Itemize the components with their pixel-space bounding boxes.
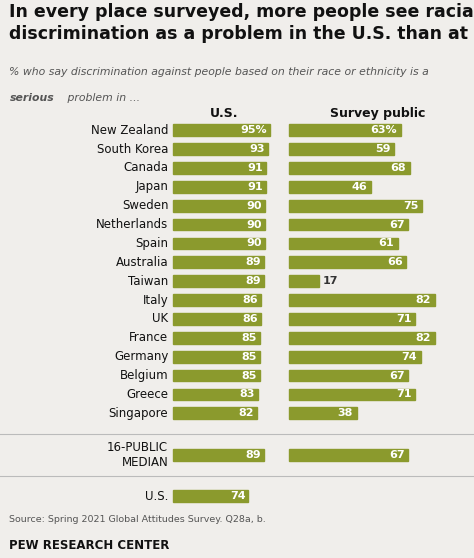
Text: UK: UK — [152, 312, 168, 325]
Text: 67: 67 — [389, 450, 404, 460]
Bar — [289, 124, 401, 136]
Text: Singapore: Singapore — [109, 407, 168, 420]
Bar — [173, 490, 248, 502]
Text: % who say discrimination against people based on their race or ethnicity is a: % who say discrimination against people … — [9, 67, 429, 77]
Text: 82: 82 — [416, 295, 431, 305]
Text: 83: 83 — [239, 389, 255, 400]
Bar — [173, 124, 270, 136]
Text: 85: 85 — [241, 352, 257, 362]
Text: Survey public: Survey public — [330, 107, 426, 120]
Text: 91: 91 — [247, 163, 263, 173]
Bar — [173, 200, 264, 211]
Bar — [289, 275, 319, 287]
Text: U.S.: U.S. — [145, 490, 168, 503]
Text: 86: 86 — [242, 314, 258, 324]
Text: 89: 89 — [245, 276, 261, 286]
Text: Belgium: Belgium — [119, 369, 168, 382]
Bar — [289, 449, 408, 461]
Text: 74: 74 — [401, 352, 417, 362]
Text: Greece: Greece — [126, 388, 168, 401]
Text: Japan: Japan — [136, 180, 168, 193]
Text: 90: 90 — [246, 219, 262, 229]
Bar — [289, 332, 435, 344]
Bar — [173, 162, 266, 174]
Text: 85: 85 — [241, 371, 257, 381]
Text: Germany: Germany — [114, 350, 168, 363]
Text: France: France — [129, 331, 168, 344]
Bar — [289, 200, 422, 211]
Bar — [289, 181, 371, 193]
Text: Italy: Italy — [143, 294, 168, 306]
Text: 95%: 95% — [240, 125, 267, 135]
Text: Sweden: Sweden — [122, 199, 168, 212]
Bar — [173, 257, 264, 268]
Text: 74: 74 — [230, 492, 246, 501]
Text: 16-PUBLIC
MEDIAN: 16-PUBLIC MEDIAN — [107, 441, 168, 469]
Text: 89: 89 — [245, 450, 261, 460]
Bar — [173, 294, 261, 306]
Bar — [289, 294, 435, 306]
Text: U.S.: U.S. — [210, 107, 238, 120]
Text: serious: serious — [9, 93, 54, 103]
Text: 46: 46 — [351, 182, 367, 192]
Text: problem in ...: problem in ... — [64, 93, 140, 103]
Text: 82: 82 — [238, 408, 254, 418]
Bar — [289, 257, 406, 268]
Bar — [289, 313, 415, 325]
Text: 59: 59 — [375, 144, 390, 154]
Text: 90: 90 — [246, 201, 262, 211]
Bar — [173, 449, 264, 461]
Text: 17: 17 — [323, 276, 338, 286]
Text: 67: 67 — [389, 219, 404, 229]
Text: Source: Spring 2021 Global Attitudes Survey. Q28a, b.: Source: Spring 2021 Global Attitudes Sur… — [9, 516, 266, 525]
Bar — [173, 351, 260, 363]
Bar — [173, 143, 268, 155]
Text: Canada: Canada — [123, 161, 168, 175]
Text: New Zealand: New Zealand — [91, 124, 168, 137]
Text: 68: 68 — [391, 163, 406, 173]
Text: 89: 89 — [245, 257, 261, 267]
Bar — [289, 219, 408, 230]
Text: 75: 75 — [403, 201, 419, 211]
Text: 71: 71 — [396, 389, 411, 400]
Text: 38: 38 — [337, 408, 353, 418]
Text: Netherlands: Netherlands — [96, 218, 168, 231]
Bar — [289, 238, 398, 249]
Bar — [173, 181, 266, 193]
Bar — [173, 407, 256, 419]
Bar — [289, 407, 356, 419]
Bar — [173, 332, 260, 344]
Bar — [173, 275, 264, 287]
Text: South Korea: South Korea — [97, 143, 168, 156]
Text: PEW RESEARCH CENTER: PEW RESEARCH CENTER — [9, 539, 170, 552]
Text: 86: 86 — [242, 295, 258, 305]
Bar — [173, 238, 264, 249]
Text: 61: 61 — [378, 238, 394, 248]
Text: 82: 82 — [416, 333, 431, 343]
Bar — [289, 162, 410, 174]
Bar — [173, 313, 261, 325]
Text: In every place surveyed, more people see racial, ethnic
discrimination as a prob: In every place surveyed, more people see… — [9, 3, 474, 43]
Text: Taiwan: Taiwan — [128, 275, 168, 288]
Text: 67: 67 — [389, 371, 404, 381]
Bar — [289, 351, 420, 363]
Text: 66: 66 — [387, 257, 402, 267]
Text: Australia: Australia — [116, 256, 168, 269]
Bar — [289, 388, 415, 400]
Text: Spain: Spain — [135, 237, 168, 250]
Text: 91: 91 — [247, 182, 263, 192]
Text: 63%: 63% — [371, 125, 397, 135]
Text: 85: 85 — [241, 333, 257, 343]
Text: 71: 71 — [396, 314, 411, 324]
Bar — [289, 370, 408, 382]
Bar — [289, 143, 394, 155]
Bar — [173, 388, 257, 400]
Bar — [173, 370, 260, 382]
Text: 93: 93 — [249, 144, 265, 154]
Text: 90: 90 — [246, 238, 262, 248]
Bar — [173, 219, 264, 230]
